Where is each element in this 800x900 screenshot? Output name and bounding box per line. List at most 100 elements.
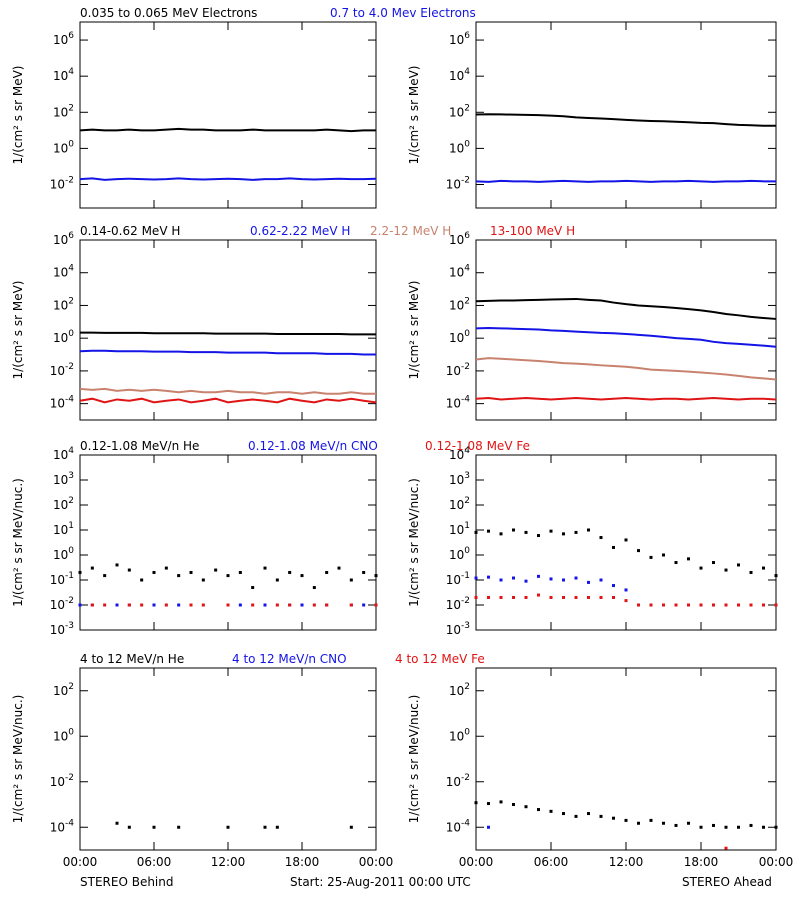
- tick-exponent: 0: [464, 727, 470, 737]
- tick-base: 10: [53, 473, 68, 487]
- data-point: [189, 570, 193, 574]
- series-line: [79, 387, 376, 395]
- series-line: [475, 297, 777, 320]
- y-tick-label: 103: [53, 471, 74, 487]
- tick-base: 10: [50, 775, 65, 789]
- data-point: [537, 808, 540, 812]
- legend-entry: 2.2-12 MeV H: [370, 224, 451, 238]
- data-point: [275, 603, 279, 607]
- tick-base: 10: [50, 820, 65, 834]
- data-point: [662, 821, 665, 825]
- legend-entry: 0.7 to 4.0 Mev Electrons: [330, 6, 476, 20]
- tick-exponent: -4: [461, 818, 470, 828]
- tick-exponent: -1: [461, 571, 470, 581]
- data-point: [263, 566, 267, 570]
- tick-exponent: -2: [65, 176, 74, 186]
- data-point: [687, 821, 690, 825]
- y-tick-label: 100: [53, 139, 74, 155]
- y-tick-label: 10-1: [446, 571, 470, 587]
- y-tick-label: 103: [449, 471, 470, 487]
- data-point: [474, 530, 478, 534]
- y-axis-label: 1/(cm² s sr MeV): [407, 66, 421, 165]
- data-point: [537, 593, 540, 597]
- x-tick-label: 12:00: [609, 855, 644, 869]
- data-point: [549, 529, 553, 533]
- data-point: [238, 603, 242, 607]
- y-axis-label: 1/(cm² s sr MeV/nuc.): [407, 695, 421, 824]
- data-point: [737, 603, 740, 607]
- data-point: [300, 574, 304, 578]
- y-tick-label: 10-4: [446, 395, 471, 411]
- tick-base: 10: [449, 498, 464, 512]
- data-point: [152, 570, 156, 574]
- data-point: [624, 599, 628, 603]
- y-tick-label: 101: [449, 521, 470, 537]
- tick-base: 10: [53, 729, 68, 743]
- data-point: [637, 821, 640, 825]
- data-point: [637, 603, 640, 607]
- data-point: [612, 595, 615, 599]
- data-point: [226, 603, 230, 607]
- tick-exponent: 2: [464, 296, 470, 306]
- tick-exponent: 0: [464, 546, 470, 556]
- y-tick-label: 10-2: [50, 362, 74, 378]
- y-tick-label: 101: [53, 521, 74, 537]
- tick-base: 10: [53, 498, 68, 512]
- tick-exponent: 2: [68, 296, 74, 306]
- series-line: [475, 326, 777, 348]
- data-point: [599, 814, 603, 818]
- tick-exponent: 0: [464, 329, 470, 339]
- data-point: [537, 534, 540, 538]
- series-line: [79, 177, 377, 181]
- x-tick-label: 00:00: [359, 855, 394, 869]
- y-tick-label: 10-4: [446, 818, 471, 834]
- data-point: [637, 549, 640, 553]
- tick-exponent: 0: [464, 139, 470, 149]
- data-point: [140, 578, 144, 582]
- data-point: [263, 603, 267, 607]
- data-point: [512, 576, 515, 580]
- tick-exponent: 0: [68, 139, 74, 149]
- data-point: [512, 595, 515, 599]
- x-tick-label: 06:00: [137, 855, 172, 869]
- tick-base: 10: [449, 548, 464, 562]
- y-tick-label: 104: [53, 446, 74, 462]
- data-point: [674, 561, 678, 565]
- data-point: [127, 568, 131, 572]
- data-point: [127, 603, 131, 607]
- series-line: [79, 349, 376, 356]
- data-point: [599, 536, 603, 540]
- tick-base: 10: [449, 684, 464, 698]
- tick-base: 10: [449, 331, 464, 345]
- data-point: [562, 532, 565, 536]
- data-point: [549, 577, 553, 581]
- tick-exponent: 2: [68, 682, 74, 692]
- data-point: [724, 846, 728, 850]
- y-tick-label: 100: [449, 546, 470, 562]
- data-point: [699, 566, 703, 570]
- data-point: [749, 570, 753, 574]
- x-tick-label: 06:00: [534, 855, 569, 869]
- legend-entry: 4 to 12 MeV Fe: [395, 652, 485, 666]
- tick-exponent: 6: [464, 31, 470, 41]
- data-point: [300, 603, 304, 607]
- y-axis-label: 1/(cm² s sr MeV/nuc.): [11, 695, 25, 824]
- y-tick-label: 104: [53, 264, 74, 280]
- tick-base: 10: [449, 729, 464, 743]
- data-point: [499, 595, 503, 599]
- data-point: [712, 603, 715, 607]
- data-point: [749, 823, 753, 827]
- data-point: [549, 595, 553, 599]
- y-tick-label: 100: [449, 727, 470, 743]
- data-point: [574, 530, 578, 534]
- data-point: [487, 802, 490, 806]
- tick-base: 10: [446, 397, 461, 411]
- data-point: [724, 825, 728, 829]
- y-tick-label: 10-3: [50, 621, 74, 637]
- data-point: [724, 568, 728, 572]
- data-point: [612, 816, 615, 820]
- data-point: [562, 812, 565, 816]
- tick-base: 10: [446, 820, 461, 834]
- footer-center: Start: 25-Aug-2011 00:00 UTC: [290, 875, 471, 889]
- y-tick-label: 102: [53, 296, 74, 312]
